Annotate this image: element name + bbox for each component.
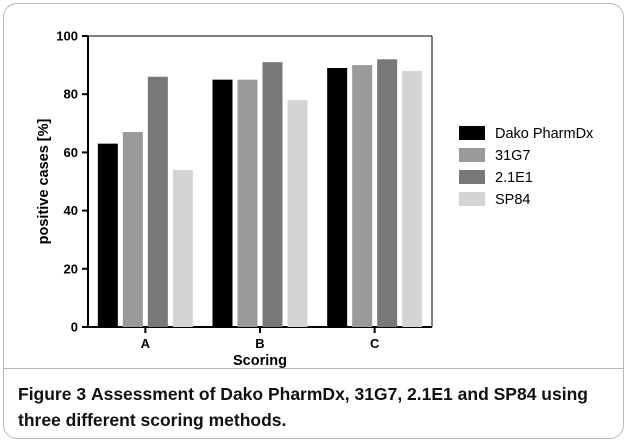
y-tick-label: 40: [64, 203, 78, 218]
bar-A-dako-pharmdx: [98, 144, 118, 327]
bar-B-dako-pharmdx: [213, 80, 233, 327]
legend-swatch: [459, 126, 485, 140]
bar-B-2.1e1: [263, 62, 283, 327]
legend-swatch: [459, 170, 485, 184]
bar-C-31g7: [352, 65, 372, 327]
bar-B-31g7: [238, 80, 258, 327]
bar-C-2.1e1: [377, 59, 397, 327]
bar-A-2.1e1: [148, 77, 168, 327]
y-tick-label: 80: [64, 87, 78, 102]
figure-caption: Figure 3 Assessment of Dako PharmDx, 31G…: [18, 381, 608, 433]
bar-B-sp84: [288, 100, 308, 327]
legend-label: Dako PharmDx: [495, 126, 594, 142]
y-axis-label: positive cases [%]: [36, 118, 52, 244]
x-axis-label: Scoring: [233, 353, 287, 369]
legend-label: SP84: [495, 192, 530, 208]
legend-label: 31G7: [495, 148, 530, 164]
figure-caption-text: Assessment of Dako PharmDx, 31G7, 2.1E1 …: [18, 384, 588, 430]
bar-C-sp84: [402, 71, 422, 327]
bar-A-sp84: [173, 170, 193, 327]
y-tick-label: 0: [71, 320, 78, 335]
x-tick-label: B: [255, 336, 264, 351]
x-tick-label: A: [141, 336, 151, 351]
figure-label: Figure 3: [18, 384, 86, 404]
x-tick-label: C: [370, 336, 380, 351]
legend-swatch: [459, 148, 485, 162]
y-tick-label: 60: [64, 145, 78, 160]
legend-label: 2.1E1: [495, 170, 533, 186]
bar-chart: 0 20 40 60 80 100 positive cases [%] A B C Scoring…: [0, 0, 629, 370]
legend-swatch: [459, 192, 485, 206]
bar-C-dako-pharmdx: [327, 68, 347, 327]
bar-A-31g7: [123, 132, 143, 327]
caption-separator: [3, 368, 624, 369]
y-tick-label: 100: [56, 29, 78, 44]
y-tick-label: 20: [64, 261, 78, 276]
